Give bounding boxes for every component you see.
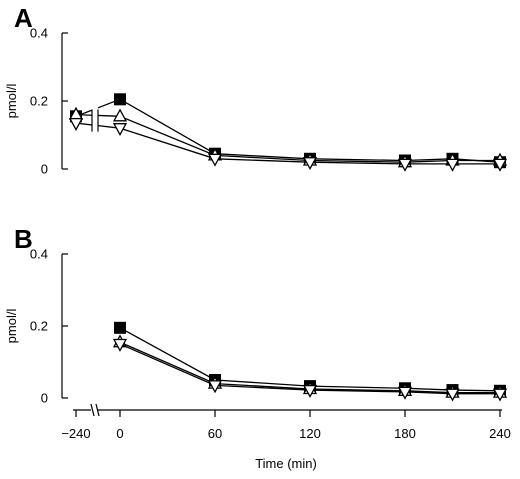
y-tick-label: 0.2 (30, 94, 48, 109)
data-point (114, 93, 126, 106)
panel-letter: A (14, 3, 33, 33)
series-line (119, 341, 500, 394)
y-tick-label: 0 (41, 391, 48, 406)
series-open-triangle-down (112, 338, 508, 402)
y-axis-label: pmol/l (4, 309, 19, 344)
data-point (302, 384, 318, 398)
y-tick-label: 0.4 (30, 247, 48, 262)
data-point (492, 158, 508, 172)
data-point (114, 321, 126, 334)
x-tick-label: 240 (489, 426, 511, 441)
panel-b: B 0 0.2 0.4 pmol/l (4, 224, 508, 406)
data-point (445, 158, 460, 172)
series-line (97, 98, 501, 163)
y-axis-label: pmol/l (4, 84, 19, 119)
panel-letter: B (14, 224, 33, 254)
panel-a: A 0 0.2 0.4 pmol/l (4, 3, 508, 177)
x-tick-label: 60 (208, 426, 222, 441)
data-point (112, 338, 128, 352)
y-tick-label: 0.4 (30, 26, 48, 41)
x-axis-break-mark (95, 403, 100, 417)
x-axis: −240 0 60 120 180 240 (61, 403, 511, 441)
series-line (119, 327, 501, 392)
data-point (207, 153, 223, 167)
data-point (445, 388, 460, 402)
series-open-triangle-down (68, 117, 508, 172)
x-tick-label: −240 (61, 426, 90, 441)
data-point (492, 388, 508, 402)
data-point (397, 158, 413, 172)
x-axis-break-mark (90, 403, 95, 417)
series-line (97, 114, 500, 163)
series-line (119, 343, 500, 395)
y-tick-label: 0 (41, 162, 48, 177)
data-point (112, 123, 128, 137)
data-point (397, 386, 413, 400)
data-point (112, 108, 128, 122)
x-tick-label: 0 (116, 426, 123, 441)
data-point (68, 117, 84, 131)
x-axis-label: Time (min) (255, 456, 317, 471)
data-point (302, 157, 318, 171)
x-tick-label: 120 (299, 426, 321, 441)
data-point (207, 380, 223, 394)
y-tick-label: 0.2 (30, 319, 48, 334)
series-filled-square (70, 93, 506, 169)
x-tick-label: 180 (394, 426, 416, 441)
